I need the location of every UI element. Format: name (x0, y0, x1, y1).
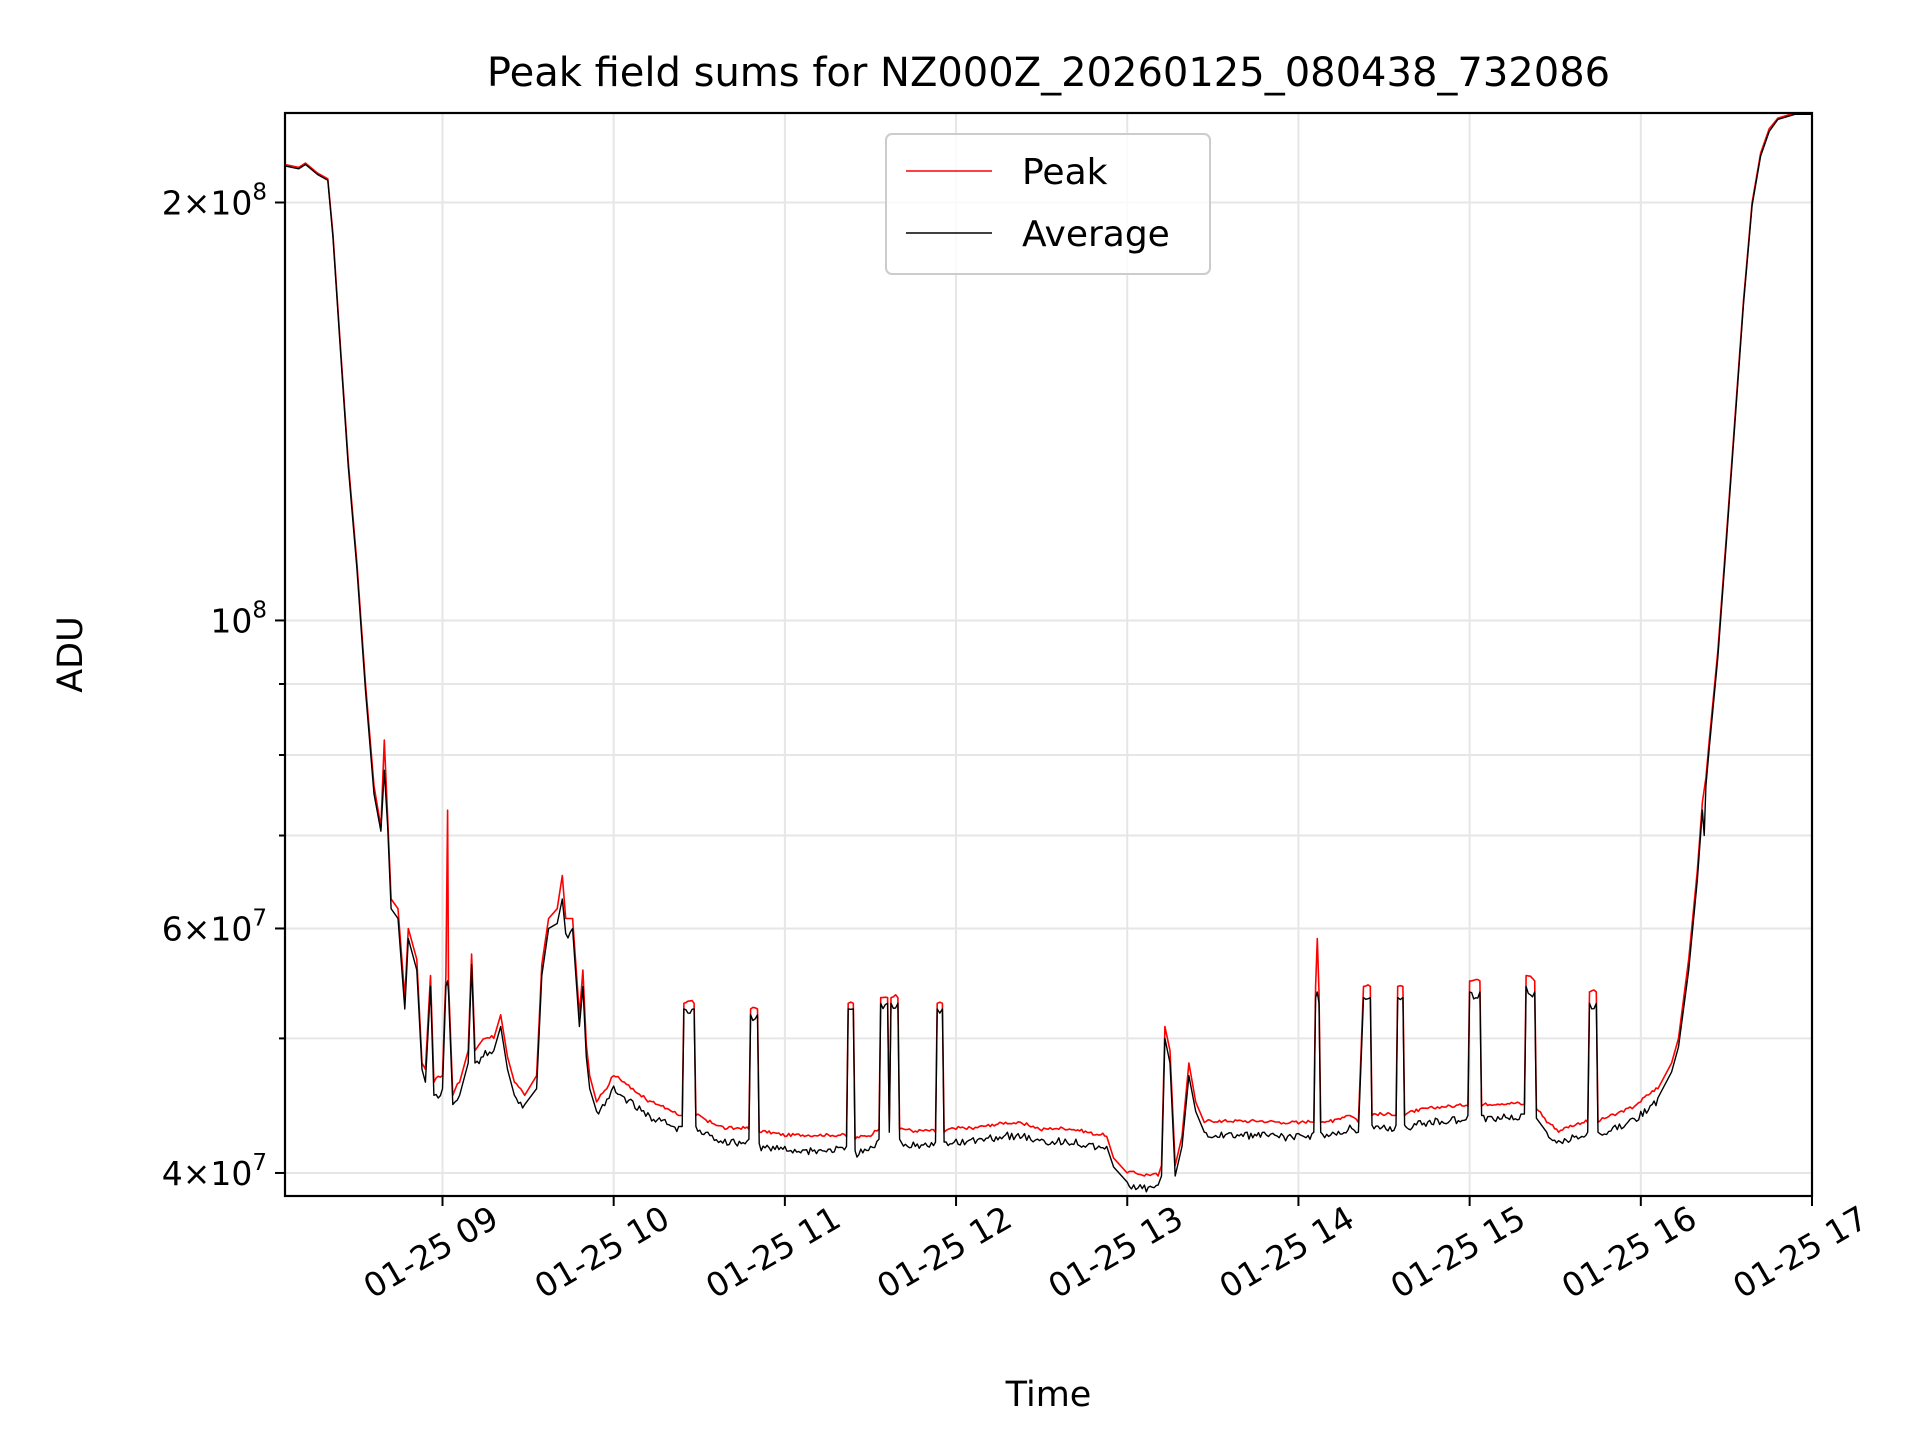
y-tick-label: 2×108 (162, 179, 267, 222)
y-tick-exponent: 8 (252, 179, 267, 205)
legend: Peak Average (885, 133, 1211, 275)
times-sign: × (183, 183, 211, 222)
chart-title: Peak field sums for NZ000Z_20260125_0804… (487, 50, 1610, 96)
y-tick-label: 4×107 (162, 1150, 267, 1193)
y-tick-base: 10 (210, 1154, 252, 1193)
legend-box (885, 133, 1211, 275)
times-sign: × (183, 909, 211, 948)
y-axis-label: ADU (51, 616, 91, 693)
plot-frame (283, 111, 1814, 1198)
x-axis-label: Time (1005, 1375, 1092, 1415)
legend-label-peak: Peak (1022, 152, 1108, 193)
y-tick-exponent: 7 (252, 905, 267, 931)
times-sign: × (183, 1154, 211, 1193)
y-tick-label: 6×107 (162, 905, 267, 948)
series-lines (284, 112, 1812, 1193)
y-tick-mantissa: 2 (162, 183, 183, 222)
series-line-average (284, 113, 1812, 1193)
y-tick-exponent: 8 (252, 597, 267, 623)
y-tick-base: 10 (210, 601, 252, 640)
y-tick-mantissa: 6 (162, 909, 183, 948)
y-tick-exponent: 7 (252, 1150, 267, 1176)
y-tick-base: 10 (210, 909, 252, 948)
legend-label-average: Average (1022, 214, 1170, 255)
y-tick-label: 108 (210, 597, 267, 640)
y-tick-mantissa: 4 (162, 1154, 183, 1193)
y-tick-base: 10 (210, 183, 252, 222)
series-line-peak (284, 112, 1812, 1177)
